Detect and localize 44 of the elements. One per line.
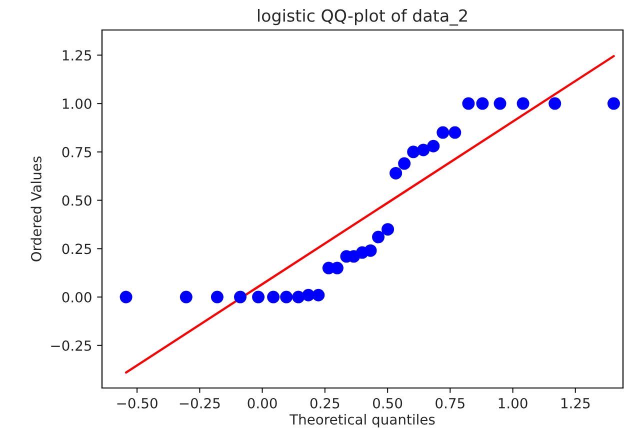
x-tick-label: −0.50 (117, 398, 158, 408)
x-tick-label: 0.75 (436, 398, 464, 408)
y-tick-label: 0.75 (62, 146, 92, 158)
point (448, 126, 462, 139)
point (267, 290, 280, 304)
point (302, 288, 315, 302)
y-tick-label: −0.25 (51, 340, 92, 351)
x-tick-label: 0.25 (310, 398, 340, 408)
point (210, 290, 224, 304)
x-tick-label: 0.50 (373, 398, 402, 408)
point (180, 290, 192, 304)
y-tick-label: 0.25 (62, 244, 92, 254)
x-tick-label: 1.25 (561, 398, 590, 408)
point (382, 223, 394, 236)
point (427, 140, 440, 152)
y-tick-label: 1.25 (62, 50, 92, 61)
point (436, 126, 450, 139)
y-tick-label: 1.00 (62, 98, 92, 110)
x-tick-label: 0.00 (248, 398, 277, 408)
point (234, 290, 247, 304)
point (390, 166, 402, 180)
x-tick-label: 1.00 (498, 398, 528, 408)
point (516, 97, 530, 110)
point (120, 290, 132, 304)
point (607, 97, 620, 110)
y-axis-title: Ordered Values (30, 156, 42, 262)
point (462, 97, 475, 110)
y-tick-label: 0.00 (62, 292, 92, 303)
x-axis-title: Theoretical quantiles (290, 414, 435, 428)
point (312, 288, 325, 302)
point (280, 290, 293, 304)
x-tick-label: −0.25 (180, 398, 220, 408)
point (252, 290, 265, 304)
point (364, 244, 377, 257)
point (292, 290, 305, 304)
point (548, 97, 562, 110)
point (398, 157, 411, 170)
y-tick-label: 0.50 (62, 195, 92, 206)
chart-title: logistic QQ-plot of data_2 (258, 9, 467, 26)
point (407, 146, 420, 158)
point (494, 97, 506, 110)
point (372, 230, 385, 244)
point (417, 144, 430, 156)
point (476, 97, 489, 110)
